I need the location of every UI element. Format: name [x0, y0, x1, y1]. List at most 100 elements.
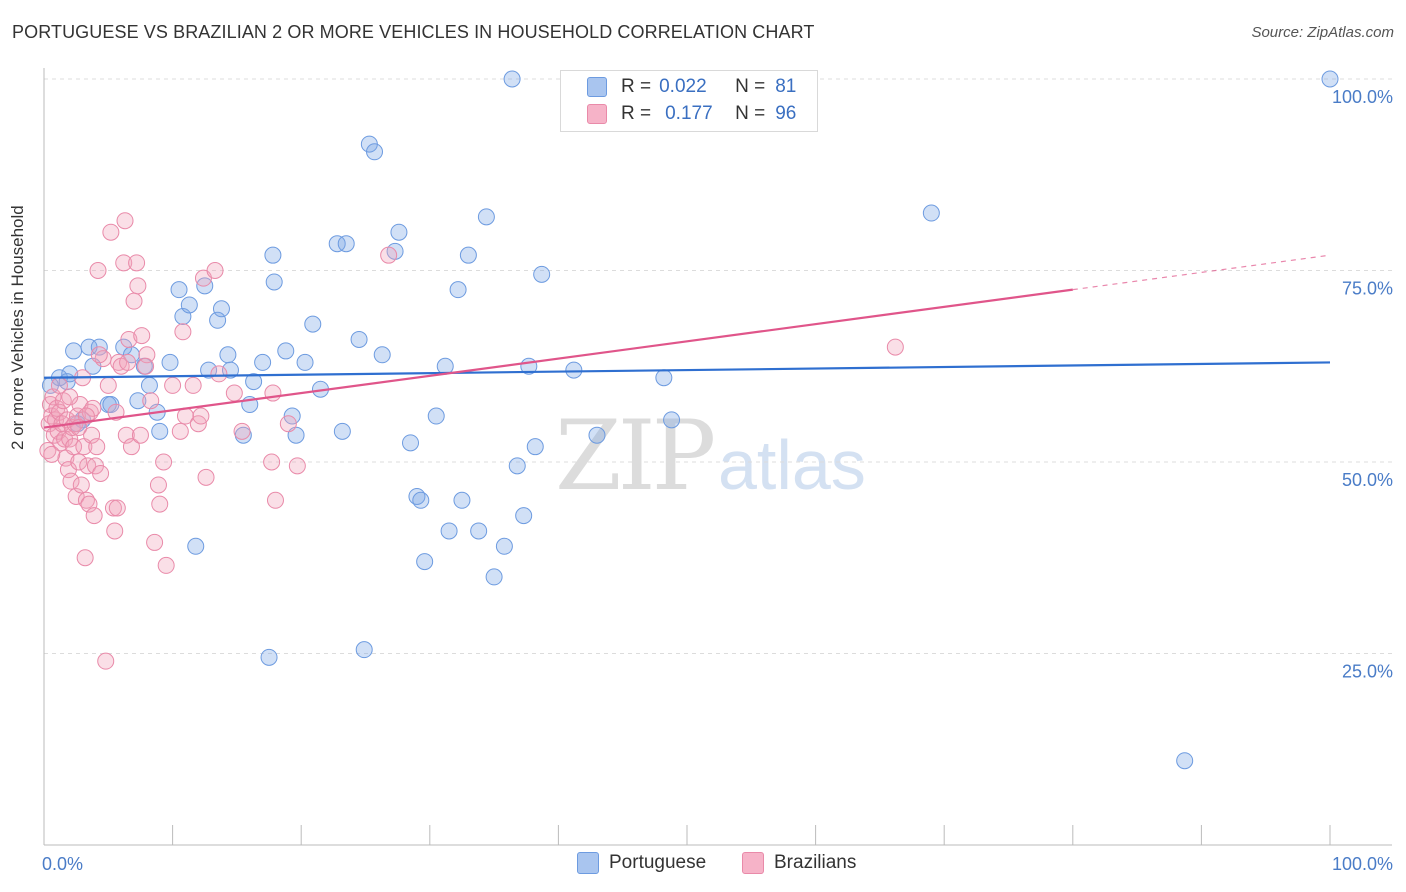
point-brazilians — [225, 384, 243, 402]
legend-label-brazilians: Brazilians — [774, 852, 857, 873]
point-portuguese — [663, 411, 681, 429]
point-brazilians — [151, 495, 169, 513]
point-portuguese — [412, 491, 430, 509]
legend-n-label: N = — [735, 76, 766, 97]
point-portuguese — [212, 300, 230, 318]
point-brazilians — [380, 246, 398, 264]
point-portuguese — [477, 208, 495, 226]
point-brazilians — [107, 403, 125, 421]
point-portuguese — [200, 361, 218, 379]
legend-label-portuguese: Portuguese — [609, 852, 707, 873]
point-portuguese — [328, 235, 346, 253]
point-portuguese — [180, 296, 198, 314]
point-portuguese — [427, 407, 445, 425]
point-brazilians — [89, 262, 107, 279]
point-brazilians — [155, 453, 173, 471]
point-portuguese — [655, 369, 673, 387]
point-portuguese — [265, 273, 283, 291]
point-portuguese — [254, 353, 272, 371]
point-portuguese — [508, 457, 526, 475]
point-portuguese — [485, 568, 503, 586]
point-portuguese — [355, 641, 373, 659]
watermark-zip: ZIP — [555, 400, 716, 512]
legend-r-value: 0.177 — [665, 103, 713, 124]
point-portuguese — [65, 342, 83, 360]
point-brazilians — [174, 323, 192, 341]
point-brazilians — [76, 549, 94, 567]
point-brazilians — [142, 392, 160, 410]
legend-n-value: 96 — [775, 103, 797, 124]
point-brazilians — [43, 445, 61, 463]
point-portuguese — [373, 346, 391, 364]
point-brazilians — [157, 556, 175, 574]
point-brazilians — [97, 652, 115, 670]
stats-legend: R = 0.022 N = 81 R = 0.177 N = 96 — [560, 70, 818, 132]
point-brazilians — [108, 499, 126, 517]
point-brazilians — [104, 499, 122, 517]
source-label: Source: ZipAtlas.com — [1251, 24, 1394, 41]
point-brazilians — [72, 476, 90, 494]
point-portuguese — [416, 553, 434, 571]
point-brazilians — [122, 438, 140, 456]
point-brazilians — [279, 415, 297, 433]
legend-swatch-portuguese — [577, 852, 599, 874]
series-legend: Portuguese Brazilians — [0, 852, 1406, 878]
point-brazilians — [131, 426, 149, 444]
point-brazilians — [115, 254, 133, 272]
point-brazilians — [233, 422, 251, 440]
point-portuguese — [526, 438, 544, 456]
legend-item-brazilians: Brazilians — [742, 852, 856, 874]
point-portuguese — [1176, 752, 1194, 770]
point-portuguese — [449, 281, 467, 299]
point-brazilians — [88, 438, 106, 456]
point-brazilians — [70, 453, 88, 471]
legend-swatch-brazilians — [742, 852, 764, 874]
trend-line-portuguese — [43, 361, 1331, 379]
point-brazilians — [210, 365, 228, 383]
point-brazilians — [137, 357, 155, 375]
point-brazilians — [106, 522, 124, 540]
point-portuguese — [565, 361, 583, 379]
point-portuguese — [333, 422, 351, 440]
point-portuguese — [170, 281, 188, 299]
watermark-atlas: atlas — [718, 426, 866, 504]
x-tick-label: 0.0% — [42, 854, 83, 874]
point-portuguese — [470, 522, 488, 540]
point-portuguese — [304, 315, 322, 333]
point-portuguese — [495, 537, 513, 555]
point-brazilians — [92, 464, 110, 482]
point-portuguese — [209, 311, 227, 329]
point-portuguese — [366, 143, 384, 161]
point-brazilians — [206, 262, 224, 279]
point-brazilians — [99, 376, 117, 394]
point-portuguese — [129, 392, 147, 410]
point-portuguese — [260, 648, 278, 666]
legend-r-label: R = — [621, 103, 652, 124]
point-brazilians — [263, 453, 281, 471]
point-portuguese — [245, 373, 263, 391]
point-brazilians — [197, 468, 215, 486]
legend-swatch-portuguese — [587, 77, 607, 97]
point-portuguese — [459, 246, 477, 264]
x-tick-label: 100.0% — [1332, 854, 1393, 874]
point-portuguese — [264, 246, 282, 264]
y-tick-label: 50.0% — [1342, 470, 1393, 490]
point-portuguese — [283, 407, 301, 425]
point-portuguese — [402, 434, 420, 452]
point-portuguese — [296, 353, 314, 371]
legend-n-label: N = — [735, 103, 766, 124]
y-tick-label: 25.0% — [1342, 662, 1393, 682]
point-brazilians — [61, 388, 79, 406]
legend-item-portuguese: Portuguese — [577, 852, 706, 874]
point-portuguese — [140, 376, 158, 394]
point-brazilians — [164, 376, 182, 394]
point-brazilians — [184, 376, 202, 394]
legend-row-portuguese: R = 0.022 N = 81 — [587, 74, 796, 100]
point-brazilians — [125, 292, 143, 310]
point-brazilians — [133, 327, 151, 345]
point-brazilians — [85, 507, 103, 525]
point-portuguese — [1321, 70, 1339, 88]
point-brazilians — [128, 254, 146, 272]
point-portuguese — [337, 235, 355, 253]
